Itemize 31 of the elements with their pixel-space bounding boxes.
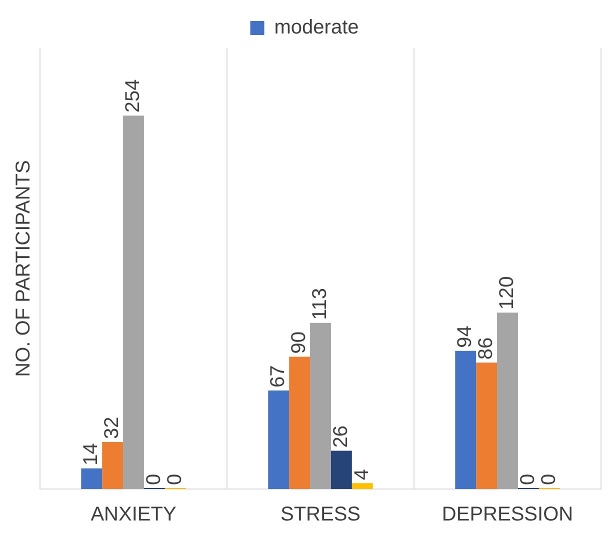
x-tick-label: DEPRESSION <box>442 504 574 526</box>
data-label: 254 <box>122 79 144 113</box>
data-label: 86 <box>475 337 498 360</box>
data-label: 26 <box>330 426 352 448</box>
bar <box>455 350 476 489</box>
bar <box>123 116 144 489</box>
bar <box>310 322 331 489</box>
x-tick-label: STRESS <box>280 504 361 526</box>
bar <box>352 483 373 489</box>
bar <box>81 468 102 489</box>
data-label: 0 <box>538 474 560 485</box>
bar <box>102 442 124 489</box>
bar <box>497 312 518 489</box>
data-label: 90 <box>288 331 310 354</box>
data-label: 0 <box>142 474 165 485</box>
data-label: 4 <box>350 468 373 480</box>
data-label: 113 <box>309 288 332 320</box>
data-label: 67 <box>267 365 290 388</box>
bar <box>289 356 310 489</box>
bar <box>330 450 352 489</box>
y-axis-title: NO. OF PARTICIPANTS <box>12 160 35 377</box>
data-label: 32 <box>101 416 124 439</box>
x-tick-label: ANXIETY <box>90 504 176 526</box>
bar <box>268 390 290 489</box>
data-label: 14 <box>80 443 102 466</box>
data-label: 94 <box>454 326 476 348</box>
data-label: 120 <box>496 276 518 310</box>
legend-label: moderate <box>274 16 359 39</box>
data-label: 0 <box>164 474 186 485</box>
bar <box>476 362 498 489</box>
data-label: 0 <box>516 474 539 485</box>
